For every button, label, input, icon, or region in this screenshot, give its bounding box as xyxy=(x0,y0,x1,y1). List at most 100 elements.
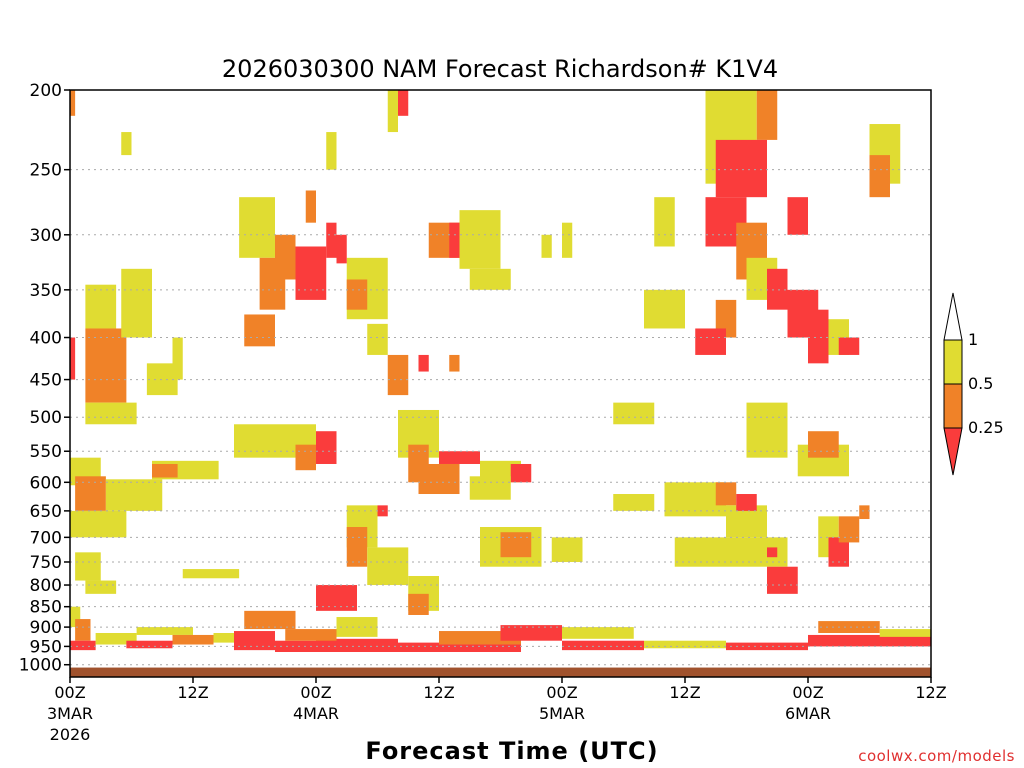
heatmap-cell xyxy=(715,139,767,198)
y-tick-label: 300 xyxy=(30,226,62,246)
y-tick-label: 750 xyxy=(30,553,62,573)
heatmap-cell xyxy=(756,90,778,140)
heatmap-cell xyxy=(879,629,931,637)
heatmap-cell xyxy=(869,155,890,198)
heatmap-cell xyxy=(244,314,275,347)
heatmap-cell xyxy=(838,337,860,355)
heatmap-cell xyxy=(275,640,316,652)
heatmap-cell xyxy=(398,642,521,652)
heatmap-cell xyxy=(654,197,675,247)
x-tick-year: 2026 xyxy=(50,725,91,744)
y-tick-label: 600 xyxy=(30,473,62,493)
heatmap-cell xyxy=(152,463,178,478)
y-tick-label: 250 xyxy=(30,161,62,181)
heatmap-cell xyxy=(387,90,398,133)
heatmap-cell xyxy=(234,631,275,651)
x-tick-date: 3MAR xyxy=(47,704,93,723)
heatmap-cell xyxy=(367,323,388,355)
plot-frame xyxy=(69,89,932,678)
y-tick-label: 550 xyxy=(30,442,62,462)
y-tick-label: 200 xyxy=(30,81,62,101)
terrain-fill xyxy=(70,667,931,677)
heatmap-cell xyxy=(449,222,460,258)
heatmap-cell xyxy=(70,337,76,380)
heatmap-cell xyxy=(541,234,552,258)
heatmap-cell xyxy=(305,190,316,223)
credit-text: coolwx.com/models xyxy=(858,747,1015,765)
x-tick-label: 00Z xyxy=(792,683,823,702)
heatmap-cell xyxy=(346,279,368,310)
heatmap-cell xyxy=(500,625,562,641)
heatmap-cell xyxy=(126,640,173,649)
heatmap-cell xyxy=(469,268,511,290)
x-tick-label: 00Z xyxy=(546,683,577,702)
heatmap-cell xyxy=(275,234,296,280)
heatmap-cell xyxy=(172,337,183,380)
heatmap-cell xyxy=(644,289,685,329)
legend-swatch-above-1 xyxy=(943,292,963,341)
heatmap-cell xyxy=(787,197,808,235)
heatmap-cell xyxy=(818,621,880,633)
heatmap-cell xyxy=(767,547,778,558)
heatmap-cell xyxy=(244,610,296,630)
y-axis: 200 250 300 350 400 450 500 550 600 650 700 750 8008… xyxy=(19,81,70,676)
heatmap-cell xyxy=(808,431,839,458)
x-tick-label: 00Z xyxy=(300,683,331,702)
heatmap-cell xyxy=(136,627,193,635)
heatmap-cell xyxy=(418,463,460,495)
legend-swatch-below-0.25 xyxy=(943,427,963,476)
legend-swatch-0.5-1 xyxy=(943,339,963,385)
heatmap-cell xyxy=(316,638,398,652)
heatmap-cell xyxy=(808,309,829,364)
heatmap-cell xyxy=(828,537,849,567)
heatmap-cell xyxy=(562,222,573,258)
heatmap-cell xyxy=(239,197,275,258)
heatmap-cell xyxy=(85,580,117,594)
heatmap-cell xyxy=(613,494,655,511)
heatmap-cell xyxy=(449,354,460,372)
y-tick-label: 900 xyxy=(30,618,62,638)
heatmap-cell xyxy=(459,210,501,269)
heatmap-cell xyxy=(777,417,788,439)
heatmap-cell xyxy=(500,532,532,558)
heatmap-cells xyxy=(70,90,931,652)
heatmap-cell xyxy=(121,132,132,156)
x-tick-date: 4MAR xyxy=(293,704,339,723)
x-tick-label: 12Z xyxy=(915,683,946,702)
heatmap-cell xyxy=(562,640,644,651)
legend-label: 0.5 xyxy=(968,374,993,393)
heatmap-cell xyxy=(767,566,798,594)
heatmap-cell xyxy=(70,640,96,651)
heatmap-cell xyxy=(213,632,245,643)
heatmap-cell xyxy=(70,606,81,628)
heatmap-cell xyxy=(75,476,106,511)
heatmap-cell xyxy=(182,569,240,579)
y-tick-label: 400 xyxy=(30,329,62,349)
heatmap-cell xyxy=(105,479,163,511)
heatmap-cell xyxy=(326,132,337,170)
heatmap-cell xyxy=(70,90,76,116)
heatmap-cell xyxy=(85,402,137,425)
x-axis: 00Z 3MAR 2026 12Z 00Z 4MAR 12Z 00Z 5MAR 12Z 00Z 6MA… xyxy=(47,677,947,744)
x-tick-label: 12Z xyxy=(177,683,208,702)
x-tick-date: 5MAR xyxy=(539,704,585,723)
heatmap-cell xyxy=(326,222,337,258)
heatmap-cell xyxy=(316,431,337,464)
heatmap-cell xyxy=(85,284,117,329)
legend-label: 0.25 xyxy=(968,418,1004,437)
heatmap-cell xyxy=(172,634,214,645)
heatmap-cell xyxy=(367,547,409,586)
heatmap-cell xyxy=(336,234,347,264)
y-tick-label: 800 xyxy=(30,576,62,596)
chart-title: 2026030300 NAM Forecast Richardson# K1V4 xyxy=(222,55,778,83)
heatmap-cell xyxy=(95,632,137,645)
y-tick-label: 950 xyxy=(30,637,62,657)
colorbar-legend: 1 0.5 0.25 xyxy=(943,292,1004,476)
heatmap-cell xyxy=(285,629,337,641)
x-tick-label: 00Z xyxy=(54,683,85,702)
y-tick-label: 650 xyxy=(30,502,62,522)
heatmap-cell xyxy=(295,246,327,300)
heatmap-cell xyxy=(736,494,757,511)
heatmap-cell xyxy=(75,552,101,581)
